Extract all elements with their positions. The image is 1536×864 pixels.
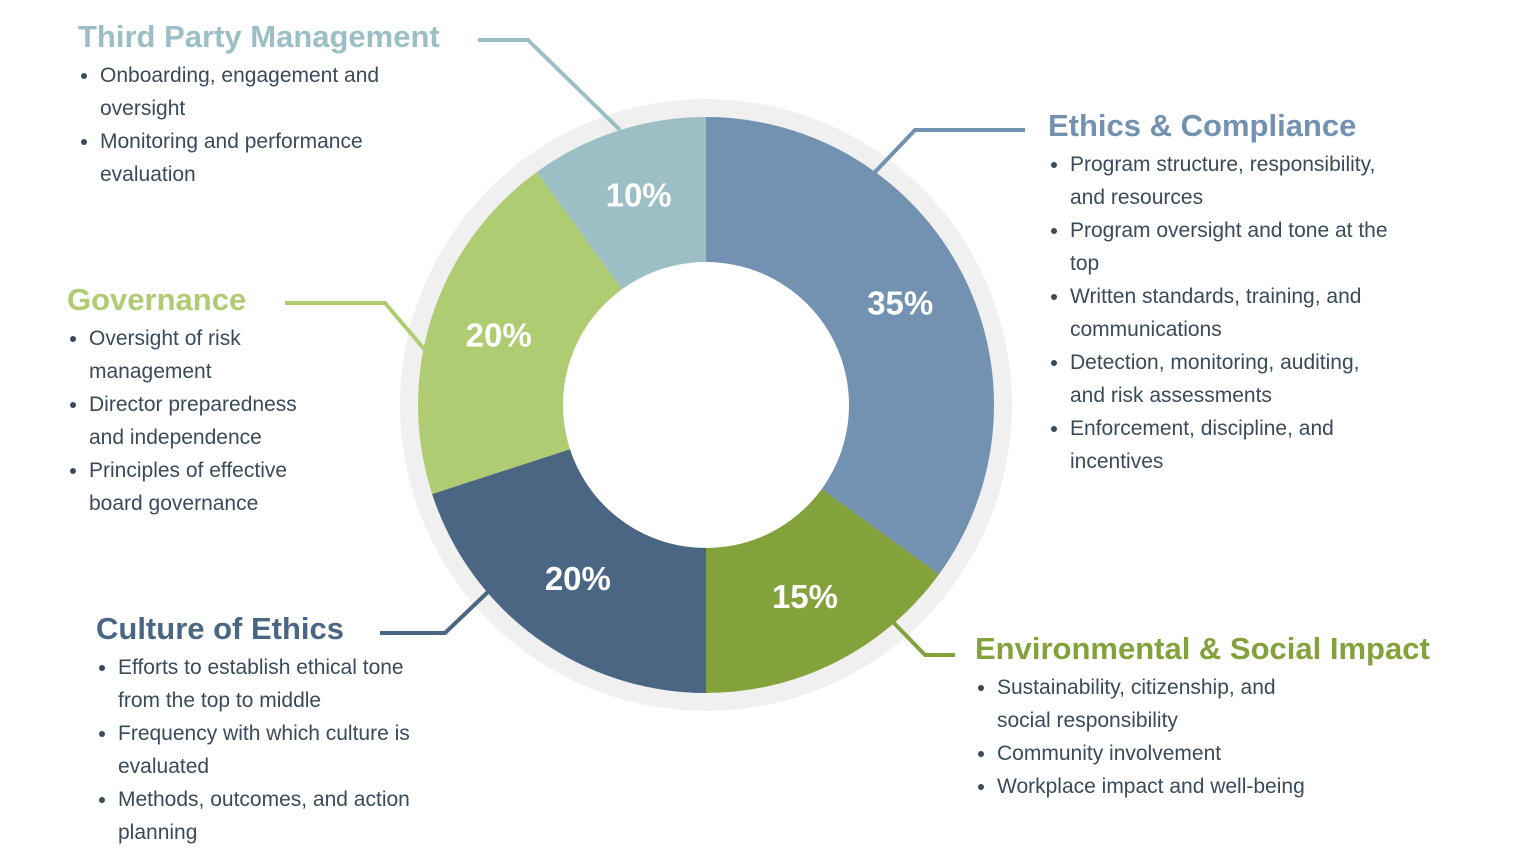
value-label: 15%: [772, 578, 838, 615]
category-title: Culture of Ethics: [96, 611, 345, 646]
detail-item: Written standards, training, and communi…: [1070, 280, 1398, 346]
donut-segment: [706, 117, 994, 575]
detail-item: Onboarding, engagement and oversight: [100, 59, 413, 125]
value-label: 20%: [545, 560, 611, 597]
category-block: Governance Oversight of risk managementDi…: [67, 280, 332, 520]
detail-list: Sustainability, citizenship, and social …: [975, 671, 1305, 803]
donut-hole: [563, 262, 849, 548]
detail-item: Sustainability, citizenship, and social …: [997, 671, 1305, 737]
detail-item: Director preparedness and independence: [89, 388, 332, 454]
detail-item: Workplace impact and well-being: [997, 770, 1305, 803]
category-block: Culture of Ethics Efforts to establish et…: [96, 609, 426, 849]
category-block: Third Party Management Onboarding, engage…: [78, 17, 440, 191]
detail-list: Onboarding, engagement and oversightMoni…: [78, 59, 413, 191]
value-label: 10%: [606, 176, 672, 213]
detail-item: Frequency with which culture is evaluate…: [118, 717, 426, 783]
detail-item: Methods, outcomes, and action planning: [118, 783, 426, 849]
detail-item: Detection, monitoring, auditing, and ris…: [1070, 346, 1398, 412]
detail-item: Principles of effective board governance: [89, 454, 332, 520]
detail-item: Program structure, responsibility, and r…: [1070, 148, 1398, 214]
detail-item: Oversight of risk management: [89, 322, 332, 388]
detail-list: Oversight of risk managementDirector pre…: [67, 322, 332, 520]
detail-item: Community involvement: [997, 737, 1305, 770]
detail-item: Efforts to establish ethical tone from t…: [118, 651, 426, 717]
value-label: 20%: [466, 316, 532, 353]
category-title: Environmental & Social Impact: [975, 631, 1430, 666]
detail-item: Enforcement, discipline, and incentives: [1070, 412, 1398, 478]
leader-line: [285, 301, 427, 352]
detail-item: Program oversight and tone at the top: [1070, 214, 1398, 280]
category-title: Governance: [67, 282, 247, 317]
category-title: Third Party Management: [78, 19, 440, 54]
leader-line: [380, 588, 492, 635]
detail-list: Program structure, responsibility, and r…: [1048, 148, 1398, 478]
category-block: Ethics & Compliance Program structure, re…: [1048, 106, 1398, 478]
value-label: 35%: [867, 285, 933, 322]
leader-line: [891, 620, 955, 657]
detail-list: Efforts to establish ethical tone from t…: [96, 651, 426, 849]
leader-line: [478, 38, 622, 132]
category-title: Ethics & Compliance: [1048, 108, 1357, 143]
leader-line: [873, 128, 1025, 174]
category-block: Environmental & Social Impact Sustainabil…: [975, 629, 1430, 803]
detail-item: Monitoring and performance evaluation: [100, 125, 413, 191]
leaders: [285, 38, 1025, 657]
